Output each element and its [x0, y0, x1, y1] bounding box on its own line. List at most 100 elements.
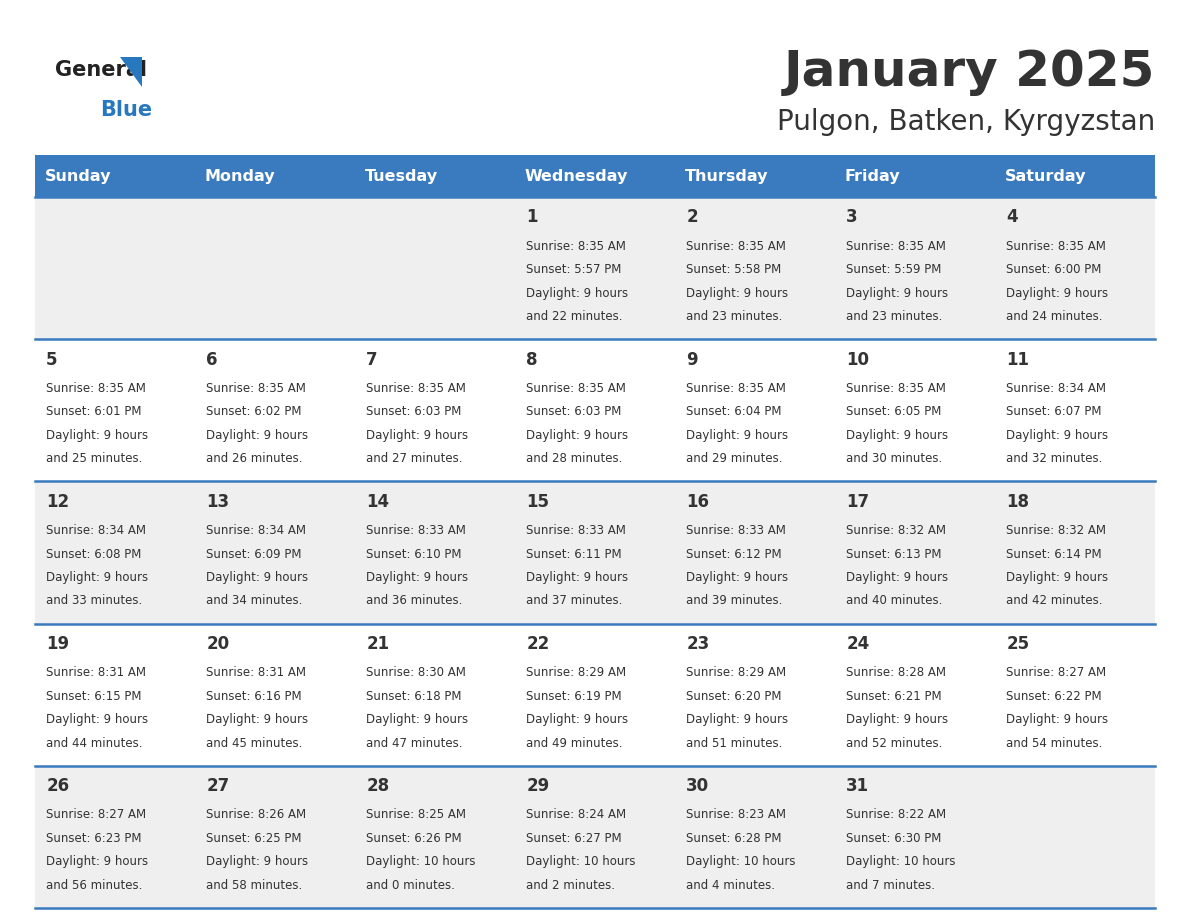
Text: Daylight: 9 hours: Daylight: 9 hours: [46, 856, 148, 868]
Bar: [195, 339, 355, 481]
Bar: [516, 481, 675, 623]
Text: and 52 minutes.: and 52 minutes.: [846, 736, 942, 750]
Text: Sunrise: 8:30 AM: Sunrise: 8:30 AM: [366, 666, 466, 679]
Text: Thursday: Thursday: [684, 169, 769, 184]
Text: and 36 minutes.: and 36 minutes.: [366, 595, 462, 608]
Text: Daylight: 9 hours: Daylight: 9 hours: [526, 286, 628, 299]
Text: 20: 20: [207, 635, 229, 653]
Text: Sunrise: 8:32 AM: Sunrise: 8:32 AM: [1006, 524, 1106, 537]
Text: 21: 21: [366, 635, 390, 653]
Text: Daylight: 9 hours: Daylight: 9 hours: [207, 713, 309, 726]
Bar: [996, 766, 1155, 908]
Bar: [34, 197, 195, 339]
Text: Sunset: 6:08 PM: Sunset: 6:08 PM: [46, 547, 141, 561]
Text: Sunset: 6:18 PM: Sunset: 6:18 PM: [366, 689, 462, 702]
Text: Sunset: 6:04 PM: Sunset: 6:04 PM: [687, 406, 782, 419]
Text: Sunrise: 8:24 AM: Sunrise: 8:24 AM: [526, 809, 626, 822]
Text: and 29 minutes.: and 29 minutes.: [687, 453, 783, 465]
Text: Sunrise: 8:31 AM: Sunrise: 8:31 AM: [207, 666, 307, 679]
Bar: [996, 197, 1155, 339]
Text: Sunset: 6:14 PM: Sunset: 6:14 PM: [1006, 547, 1101, 561]
Bar: [675, 197, 835, 339]
Text: Daylight: 9 hours: Daylight: 9 hours: [846, 713, 948, 726]
Text: Sunrise: 8:31 AM: Sunrise: 8:31 AM: [46, 666, 146, 679]
Text: Sunset: 6:07 PM: Sunset: 6:07 PM: [1006, 406, 1101, 419]
Bar: [835, 623, 996, 766]
Bar: [195, 155, 355, 197]
Text: Sunset: 6:10 PM: Sunset: 6:10 PM: [366, 547, 462, 561]
Text: Daylight: 9 hours: Daylight: 9 hours: [846, 571, 948, 584]
Text: and 42 minutes.: and 42 minutes.: [1006, 595, 1102, 608]
Text: Wednesday: Wednesday: [525, 169, 628, 184]
Text: Daylight: 9 hours: Daylight: 9 hours: [46, 571, 148, 584]
Text: and 22 minutes.: and 22 minutes.: [526, 310, 623, 323]
Text: January 2025: January 2025: [784, 48, 1155, 96]
Text: and 49 minutes.: and 49 minutes.: [526, 736, 623, 750]
Bar: [835, 481, 996, 623]
Text: 30: 30: [687, 778, 709, 795]
Text: 28: 28: [366, 778, 390, 795]
Text: Pulgon, Batken, Kyrgyzstan: Pulgon, Batken, Kyrgyzstan: [777, 108, 1155, 136]
Text: Sunrise: 8:35 AM: Sunrise: 8:35 AM: [687, 240, 786, 252]
Text: 1: 1: [526, 208, 538, 227]
Text: Saturday: Saturday: [1005, 169, 1086, 184]
Text: and 34 minutes.: and 34 minutes.: [207, 595, 303, 608]
Text: and 24 minutes.: and 24 minutes.: [1006, 310, 1102, 323]
Text: Daylight: 9 hours: Daylight: 9 hours: [366, 571, 468, 584]
Text: Daylight: 9 hours: Daylight: 9 hours: [207, 429, 309, 442]
Text: Monday: Monday: [204, 169, 276, 184]
Text: Daylight: 10 hours: Daylight: 10 hours: [526, 856, 636, 868]
Text: Sunrise: 8:28 AM: Sunrise: 8:28 AM: [846, 666, 946, 679]
Text: Sunrise: 8:34 AM: Sunrise: 8:34 AM: [1006, 382, 1106, 395]
Bar: [34, 155, 195, 197]
Text: and 58 minutes.: and 58 minutes.: [207, 879, 303, 892]
Text: Sunset: 6:20 PM: Sunset: 6:20 PM: [687, 689, 782, 702]
Text: 31: 31: [846, 778, 870, 795]
Text: Sunset: 6:12 PM: Sunset: 6:12 PM: [687, 547, 782, 561]
Text: Sunrise: 8:35 AM: Sunrise: 8:35 AM: [687, 382, 786, 395]
Text: Sunrise: 8:33 AM: Sunrise: 8:33 AM: [526, 524, 626, 537]
Bar: [516, 623, 675, 766]
Text: Daylight: 9 hours: Daylight: 9 hours: [526, 429, 628, 442]
Text: 2: 2: [687, 208, 697, 227]
Text: 9: 9: [687, 351, 697, 368]
Text: 26: 26: [46, 778, 69, 795]
Text: Sunset: 5:59 PM: Sunset: 5:59 PM: [846, 263, 942, 276]
Bar: [675, 339, 835, 481]
Text: 22: 22: [526, 635, 549, 653]
Text: Daylight: 9 hours: Daylight: 9 hours: [1006, 286, 1108, 299]
Bar: [835, 766, 996, 908]
Bar: [835, 339, 996, 481]
Text: and 0 minutes.: and 0 minutes.: [366, 879, 455, 892]
Text: Sunrise: 8:26 AM: Sunrise: 8:26 AM: [207, 809, 307, 822]
Text: Daylight: 9 hours: Daylight: 9 hours: [526, 571, 628, 584]
Text: Daylight: 9 hours: Daylight: 9 hours: [687, 571, 789, 584]
Text: Sunset: 6:30 PM: Sunset: 6:30 PM: [846, 832, 942, 845]
Text: Friday: Friday: [845, 169, 901, 184]
Bar: [516, 339, 675, 481]
Bar: [996, 155, 1155, 197]
Text: Sunrise: 8:35 AM: Sunrise: 8:35 AM: [846, 382, 946, 395]
Text: Daylight: 9 hours: Daylight: 9 hours: [687, 429, 789, 442]
Text: Sunset: 6:19 PM: Sunset: 6:19 PM: [526, 689, 621, 702]
Text: and 39 minutes.: and 39 minutes.: [687, 595, 783, 608]
Bar: [835, 197, 996, 339]
Bar: [996, 623, 1155, 766]
Text: and 45 minutes.: and 45 minutes.: [207, 736, 303, 750]
Bar: [355, 155, 516, 197]
Text: Sunset: 5:57 PM: Sunset: 5:57 PM: [526, 263, 621, 276]
Text: Sunrise: 8:29 AM: Sunrise: 8:29 AM: [687, 666, 786, 679]
Text: 17: 17: [846, 493, 870, 510]
Text: Daylight: 9 hours: Daylight: 9 hours: [366, 429, 468, 442]
Text: 29: 29: [526, 778, 549, 795]
Text: 27: 27: [207, 778, 229, 795]
Text: Daylight: 9 hours: Daylight: 9 hours: [687, 286, 789, 299]
Text: Sunset: 6:09 PM: Sunset: 6:09 PM: [207, 547, 302, 561]
Bar: [195, 197, 355, 339]
Text: Daylight: 9 hours: Daylight: 9 hours: [846, 286, 948, 299]
Text: Sunrise: 8:35 AM: Sunrise: 8:35 AM: [1006, 240, 1106, 252]
Text: Sunset: 6:00 PM: Sunset: 6:00 PM: [1006, 263, 1101, 276]
Text: 8: 8: [526, 351, 538, 368]
Text: and 51 minutes.: and 51 minutes.: [687, 736, 783, 750]
Text: Daylight: 9 hours: Daylight: 9 hours: [687, 713, 789, 726]
